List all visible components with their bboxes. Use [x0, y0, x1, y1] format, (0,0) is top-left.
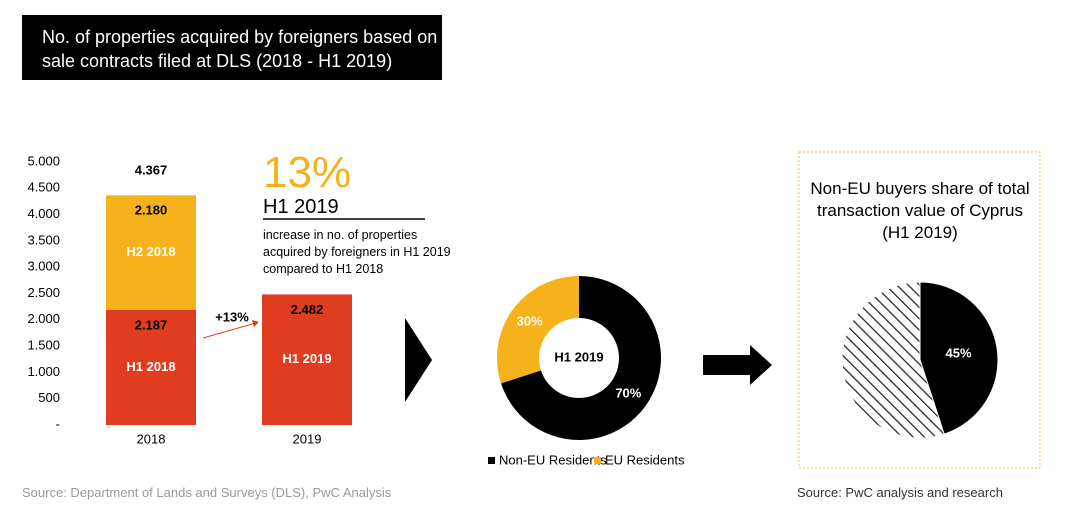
y-tick-label: 4.000 — [27, 206, 60, 221]
legend-label: Non-EU Residents — [499, 452, 607, 467]
annotation-arrowhead — [252, 320, 259, 327]
y-tick-label: 1.000 — [27, 364, 60, 379]
source: Source: Department of Lands and Surveys … — [22, 485, 392, 500]
value-label: 2.482 — [291, 302, 324, 317]
segment-label: H2 2018 — [126, 244, 175, 259]
bar-segment — [262, 294, 352, 425]
total-label: 4.367 — [135, 163, 168, 178]
dashed-frame — [798, 151, 1041, 469]
callout-text: increase in no. of properties acquired b… — [263, 228, 451, 276]
bar-segment — [106, 195, 196, 310]
value-label: 30% — [517, 314, 543, 329]
pie-slice — [919, 281, 999, 435]
segment-label: H1 2018 — [126, 359, 175, 374]
legend-label: EU Residents — [605, 452, 685, 467]
x-tick-label: 2018 — [137, 431, 166, 446]
y-tick-label: 5.000 — [27, 153, 60, 168]
legend-swatch — [594, 457, 601, 464]
donut-slice — [496, 276, 579, 384]
y-tick-label: 4.500 — [27, 180, 60, 195]
y-tick-label: 3.500 — [27, 232, 60, 247]
x-tick-label: 2019 — [293, 431, 322, 446]
value-label: 45% — [946, 345, 972, 360]
legend-swatch — [488, 457, 495, 464]
segment-label: H1 2019 — [282, 351, 331, 366]
chevron — [405, 318, 432, 402]
y-tick-label: - — [56, 416, 60, 431]
source: Source: PwC analysis and research — [797, 485, 1003, 500]
y-tick-label: 2.500 — [27, 285, 60, 300]
value-label: 2.187 — [135, 317, 168, 332]
donut-slice — [501, 276, 661, 440]
callout-period: H1 2019 — [263, 196, 339, 218]
y-tick-label: 500 — [38, 390, 60, 405]
pie-slice — [841, 281, 945, 439]
annotation-arrow — [202, 322, 257, 339]
bar-segment — [106, 309, 196, 425]
center-label: H1 2019 — [554, 349, 603, 364]
value-label: 70% — [615, 385, 641, 400]
y-tick-label: 2.000 — [27, 311, 60, 326]
y-tick-label: 1.500 — [27, 338, 60, 353]
callout-value: 13% — [263, 148, 352, 197]
arrow — [703, 345, 772, 385]
value-label: 2.180 — [135, 203, 168, 218]
pie-title: Non-EU buyers share of total transaction… — [810, 179, 1030, 242]
header-title: No. of properties acquired by foreigners… — [22, 15, 442, 80]
annotation: +13% — [215, 309, 249, 324]
y-tick-label: 3.000 — [27, 259, 60, 274]
